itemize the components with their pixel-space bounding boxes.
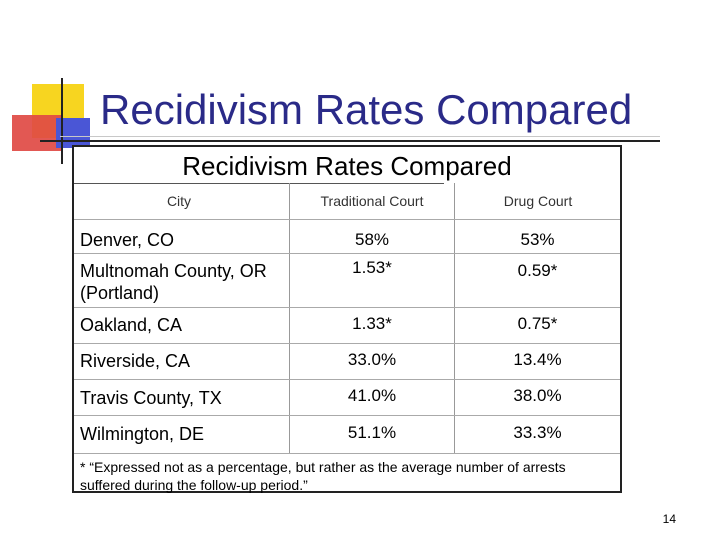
- column-header-drug-court: Drug Court: [503, 193, 573, 209]
- decor-red-square: [12, 115, 62, 151]
- row-divider: [74, 415, 620, 416]
- cell-city: Riverside, CA: [80, 351, 191, 371]
- cell-traditional: 33.0%: [347, 350, 397, 369]
- column-divider: [289, 183, 290, 454]
- cell-traditional: 41.0%: [347, 386, 397, 405]
- cell-traditional: 1.53*: [352, 258, 392, 277]
- page-number: 14: [662, 512, 676, 526]
- cell-drug: 0.75*: [517, 314, 558, 333]
- cell-city: Travis County, TX: [80, 388, 222, 408]
- table-footnote: * “Expressed not as a percentage, but ra…: [80, 459, 566, 493]
- cell-drug: 0.59*: [517, 261, 558, 280]
- cell-drug: 53%: [520, 230, 555, 249]
- row-divider: [74, 253, 620, 254]
- column-header-traditional-court: Traditional Court: [320, 193, 424, 209]
- row-divider: [74, 453, 620, 454]
- decor-title-underline-light: [60, 136, 660, 137]
- row-divider: [74, 379, 620, 380]
- cell-traditional: 58%: [354, 230, 390, 249]
- cell-traditional: 51.1%: [347, 423, 397, 442]
- row-divider: [74, 307, 620, 308]
- cell-drug: 13.4%: [513, 350, 562, 369]
- decor-vertical-line: [61, 78, 63, 164]
- cell-city: Multnomah County, OR (Portland): [80, 261, 267, 303]
- row-divider: [74, 219, 620, 220]
- cell-drug: 33.3%: [513, 423, 562, 442]
- cell-traditional: 1.33*: [352, 314, 392, 333]
- decor-title-underline: [40, 140, 660, 142]
- cell-city: Denver, CO: [80, 230, 175, 250]
- column-header-city: City: [166, 193, 192, 209]
- cell-city: Oakland, CA: [80, 315, 183, 335]
- cell-city: Wilmington, DE: [80, 424, 205, 444]
- table-title-underline: [74, 183, 444, 184]
- column-divider: [454, 183, 455, 454]
- table-panel: Recidivism Rates Compared City Tradition…: [72, 145, 622, 493]
- slide-title: Recidivism Rates Compared: [100, 86, 633, 133]
- row-divider: [74, 343, 620, 344]
- table-title: Recidivism Rates Compared: [182, 151, 512, 181]
- cell-drug: 38.0%: [513, 386, 562, 405]
